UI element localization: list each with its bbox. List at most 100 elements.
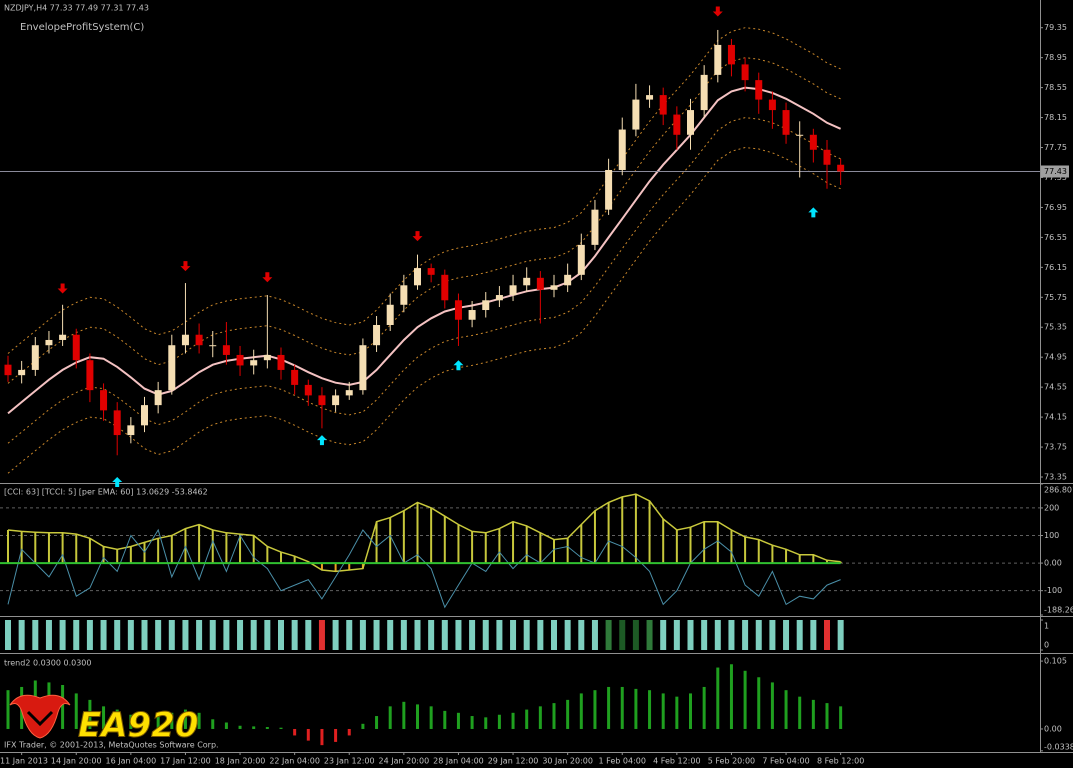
sell-arrow [180,261,191,272]
y-tick-label: 200 [1044,503,1059,512]
state-bar [73,620,80,650]
x-tick-label: 11 Jan 2013 [0,757,48,766]
state-bar [100,620,107,650]
candle-body [727,44,735,65]
state-bar [182,620,189,650]
candle-body [332,395,340,406]
candle-body [646,95,654,100]
state-bar [837,620,844,650]
state-bar [673,620,680,650]
state-bar [496,620,503,650]
y-tick-label: 79.35 [1044,23,1067,32]
candle-body [373,324,381,346]
x-tick-label: 28 Jan 04:00 [433,757,484,766]
y-tick-label: -0.0338 [1044,743,1073,752]
x-tick-label: 16 Jan 04:00 [106,757,157,766]
state-bar [373,620,380,650]
candle-body [72,334,80,361]
logo-text: EA920 [78,706,199,746]
candle-body [741,64,749,81]
state-bar [264,620,271,650]
x-tick-label: 1 Feb 04:00 [599,757,646,766]
state-bar [400,620,407,650]
candle-body [263,354,271,361]
x-tick-label: 5 Feb 20:00 [708,757,755,766]
state-bar [141,620,148,650]
y-tick-label: 73.35 [1044,473,1067,482]
state-bar [523,620,530,650]
state-bar [18,620,25,650]
state-bar [346,620,353,650]
candle-body [400,285,408,305]
candle-body [222,345,230,355]
candle-body [250,360,258,366]
state-bar [332,620,339,650]
candle-body [632,99,640,130]
candle-body [141,405,148,426]
state-bar [605,620,612,650]
state-bar [5,620,11,650]
candle-body [100,390,108,411]
footer: IFX Trader, © 2001-2013, MetaQuotes Soft… [4,741,219,750]
state-bar [86,620,93,650]
state-bar [59,620,66,650]
state-bar [155,620,162,650]
state-bar [250,620,257,650]
candle-body [591,209,599,245]
candle-body [59,334,67,340]
y-tick-label: 75.75 [1044,293,1067,302]
x-tick-label: 14 Jan 20:00 [51,757,102,766]
state-bar [469,620,476,650]
x-tick-label: 4 Feb 12:00 [653,757,700,766]
candle-body [782,110,790,135]
state-bar [551,620,557,650]
buy-arrow [316,435,327,446]
state-bar [305,620,312,650]
candle-body [414,268,421,286]
state-bar [45,620,52,650]
candle-body [536,277,544,290]
candle-body [577,244,585,275]
state-bar [769,620,776,650]
x-tick-label: 29 Jan 12:00 [488,757,539,766]
y-tick-label: 78.55 [1044,83,1067,92]
y-tick-label: 0 [1044,641,1049,650]
x-tick-label: 24 Jan 20:00 [379,757,430,766]
candle-body [441,274,449,301]
candle-body [482,300,490,311]
y-tick-label: 286.8014 [1044,486,1073,495]
candle-body [113,410,121,436]
candle-body [181,334,189,346]
candle-body [168,345,176,391]
logo [9,694,71,739]
candle-body [550,285,558,290]
candle-body [605,169,613,210]
sell-arrow [712,6,723,17]
envelope-band [7,117,841,444]
indicator-title: EnvelopeProfitSystem(C) [20,22,144,33]
envelope-band [7,146,841,474]
y-tick-label: 75.35 [1044,323,1067,332]
candle-body [768,99,776,111]
y-tick-label: 74.15 [1044,413,1067,422]
candle-body [45,339,53,346]
state-bar [783,620,790,650]
candle-body [809,134,817,150]
state-bar [564,620,571,650]
candle-body [618,129,626,170]
x-tick-label: 17 Jan 12:00 [160,757,211,766]
x-tick-label: 23 Jan 12:00 [324,757,375,766]
candle-body [386,304,394,325]
y-tick-label: 76.95 [1044,203,1067,212]
x-tick-label: 8 Feb 12:00 [817,757,864,766]
candle-body [454,300,462,320]
buy-arrow [808,207,819,218]
candle-body [523,277,531,286]
y-tick-label: 73.75 [1044,443,1067,452]
state-bar [701,620,708,650]
state-bar [646,620,653,650]
y-tick-label: 76.15 [1044,263,1067,272]
state-bar [714,620,721,650]
candle-body [796,134,804,136]
state-bar [510,620,517,650]
